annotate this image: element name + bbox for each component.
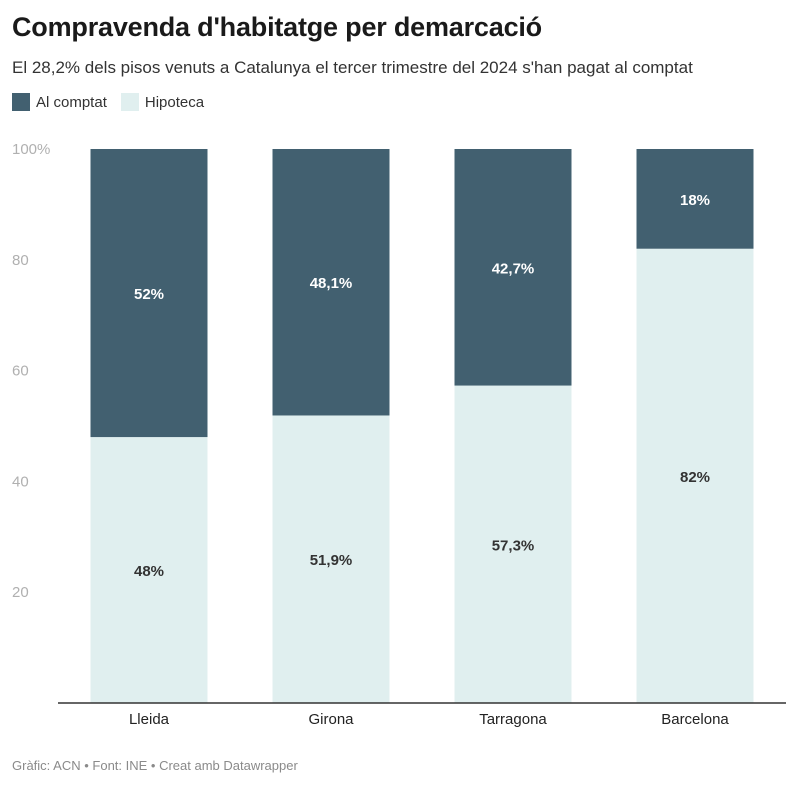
data-label: 57,3%	[492, 537, 535, 554]
legend-swatch-hipoteca	[120, 93, 139, 111]
legend-label-hipoteca: Hipoteca	[144, 93, 205, 111]
y-tick-label: 60	[12, 363, 29, 380]
chart-footer: Gràfic: ACN • Font: INE • Creat amb Data…	[12, 758, 298, 773]
bar-al-comptat-barcelona	[636, 149, 754, 249]
bar-al-comptat-tarragona	[454, 149, 572, 386]
chart-title: Compravenda d'habitatge per demarcació	[12, 12, 542, 42]
bar-al-comptat-lleida	[90, 149, 208, 438]
data-label: 51,9%	[310, 552, 353, 569]
bar-hipoteca-lleida	[90, 437, 208, 703]
data-label: 18%	[680, 192, 710, 209]
y-tick-label: 40	[12, 473, 29, 490]
bar-hipoteca-girona	[272, 415, 390, 703]
chart-subtitle: El 28,2% dels pisos venuts a Catalunya e…	[12, 58, 693, 77]
y-tick-label: 20	[12, 584, 29, 601]
legend-item-hipoteca: Hipoteca	[120, 93, 205, 111]
legend-swatch-al-comptat	[12, 93, 30, 111]
bar-hipoteca-tarragona	[454, 385, 572, 703]
y-tick-label: 80	[12, 252, 29, 269]
legend-label-al-comptat: Al comptat	[36, 93, 107, 111]
data-label: 52%	[134, 286, 164, 303]
x-tick-label: Girona	[308, 711, 354, 728]
data-label: 48%	[134, 563, 164, 580]
data-label: 48,1%	[310, 275, 353, 292]
x-tick-label: Lleida	[129, 711, 170, 728]
y-tick-label: 100%	[12, 141, 50, 158]
x-tick-label: Tarragona	[479, 711, 547, 728]
bar-al-comptat-girona	[272, 149, 390, 416]
data-label: 82%	[680, 469, 710, 486]
legend: Al comptat Hipoteca	[12, 93, 218, 111]
x-tick-label: Barcelona	[661, 711, 729, 728]
data-label: 42,7%	[492, 260, 535, 277]
legend-item-al-comptat: Al comptat	[12, 93, 107, 111]
bar-hipoteca-barcelona	[636, 248, 754, 703]
